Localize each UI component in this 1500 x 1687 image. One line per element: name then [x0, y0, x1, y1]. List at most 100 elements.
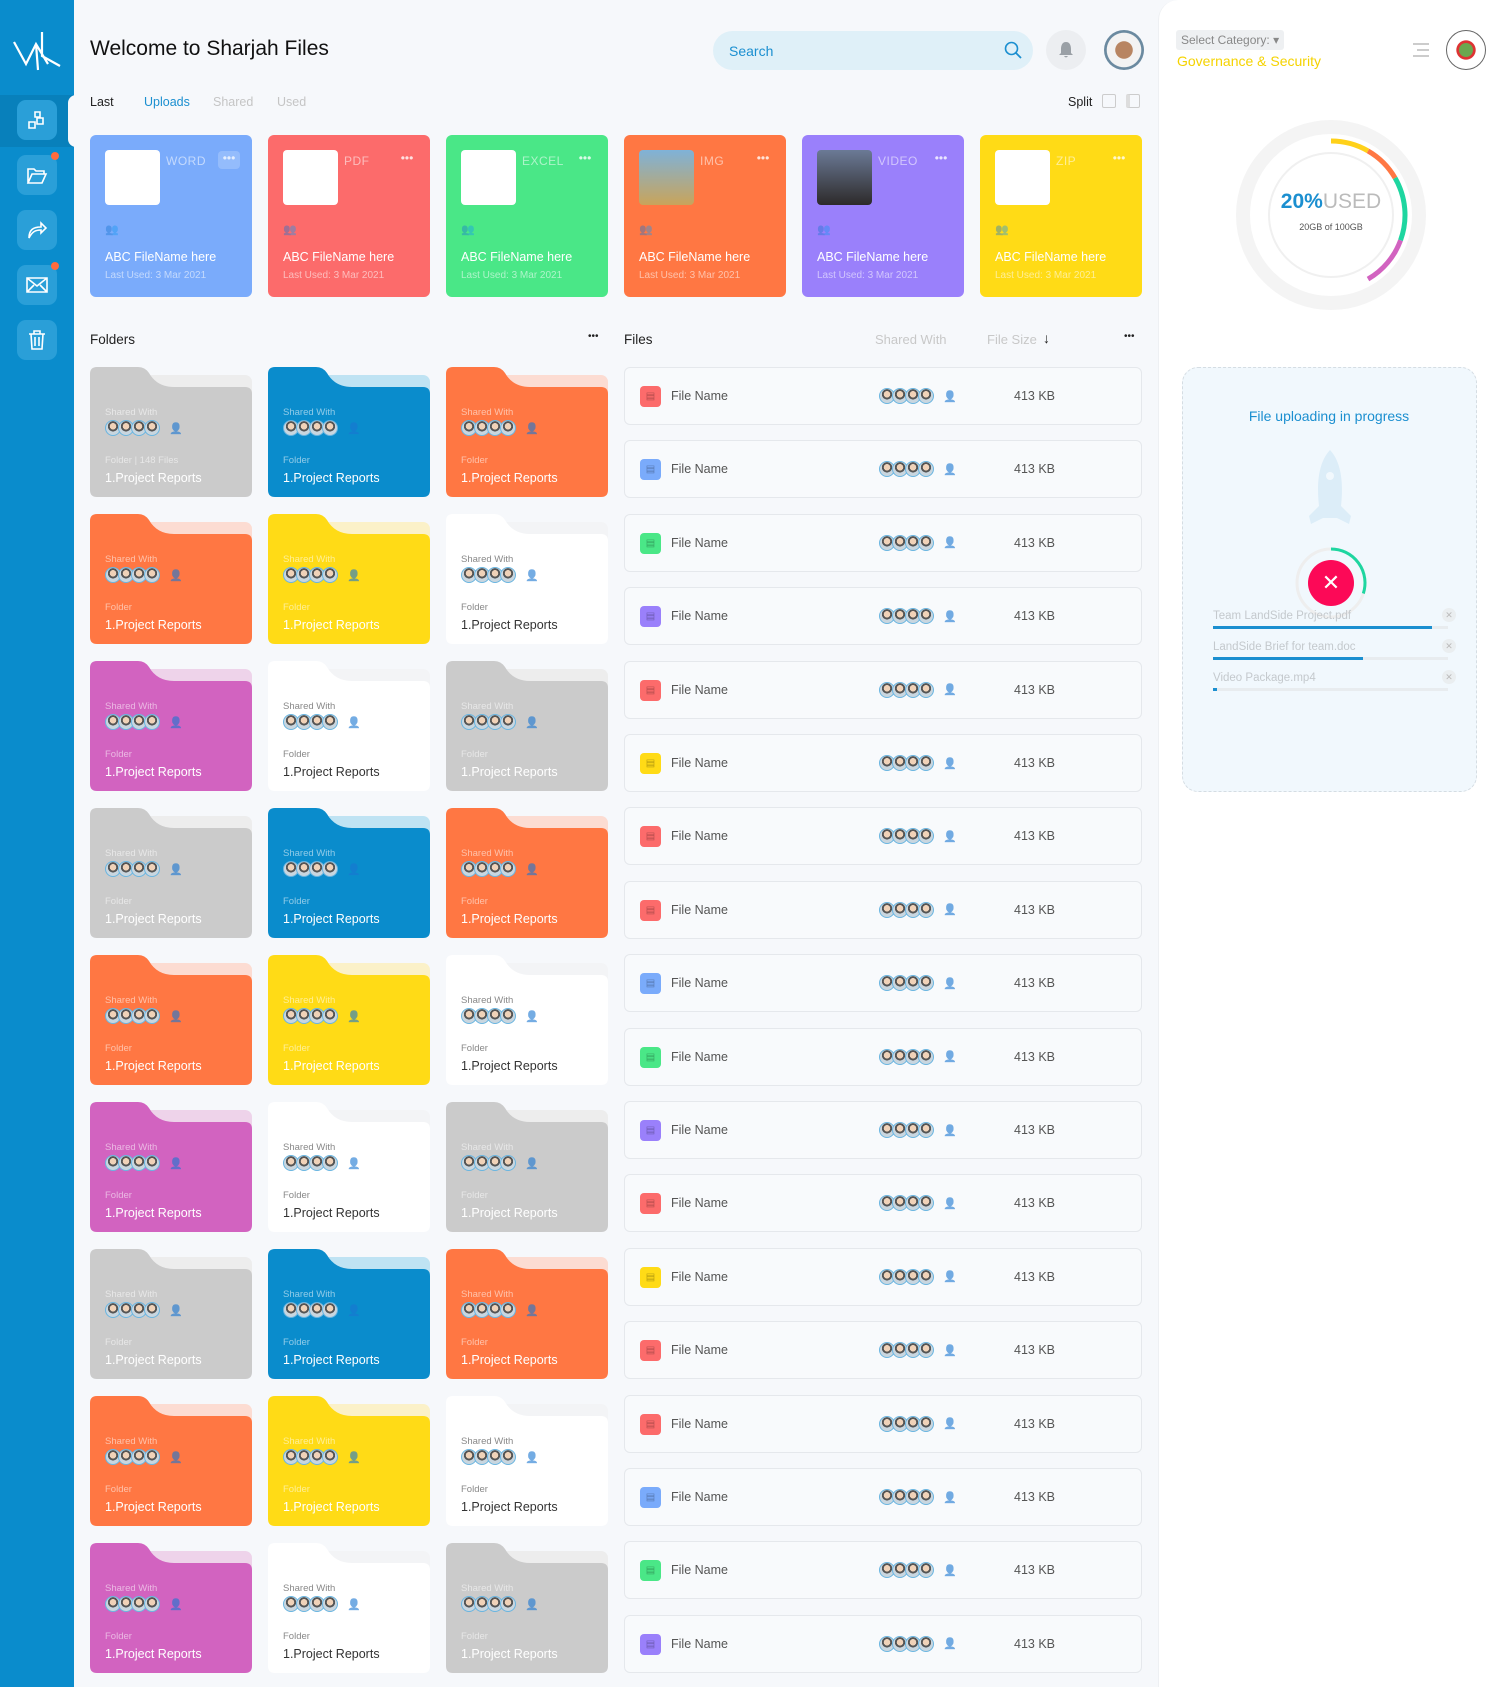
add-person-icon[interactable]: 👤 — [347, 422, 361, 435]
add-person-icon[interactable]: 👤 — [525, 422, 539, 435]
file-row[interactable]: ▤ File Name 👤 413 KB — [624, 1394, 1142, 1453]
file-row[interactable]: ▤ File Name 👤 413 KB — [624, 954, 1142, 1013]
add-person-icon[interactable]: 👤 — [169, 1304, 183, 1317]
recent-file-card[interactable]: IMG ••• 👥 ABC FileName here Last Used: 3… — [624, 135, 786, 297]
add-person-icon[interactable]: 👤 — [525, 569, 539, 582]
folder-card[interactable]: Shared With 👤 Folder 1.Project Reports — [268, 808, 430, 938]
recent-file-card[interactable]: WORD ••• 👥 ABC FileName here Last Used: … — [90, 135, 252, 297]
folder-card[interactable]: Shared With 👤 Folder 1.Project Reports — [268, 1543, 430, 1673]
add-person-icon[interactable]: 👤 — [347, 1451, 361, 1464]
add-person-icon[interactable]: 👤 — [169, 716, 183, 729]
folder-card[interactable]: Shared With 👤 Folder 1.Project Reports — [446, 808, 608, 938]
folder-card[interactable]: Shared With 👤 Folder 1.Project Reports — [268, 367, 430, 497]
search-input[interactable] — [713, 31, 1033, 70]
add-person-icon[interactable]: 👤 — [525, 1010, 539, 1023]
folder-card[interactable]: Shared With 👤 Folder 1.Project Reports — [90, 1249, 252, 1379]
folder-card[interactable]: Shared With 👤 Folder 1.Project Reports — [268, 955, 430, 1085]
folder-card[interactable]: Shared With 👤 Folder 1.Project Reports — [90, 1102, 252, 1232]
add-person-icon[interactable]: 👤 — [943, 537, 957, 550]
add-person-icon[interactable]: 👤 — [169, 1157, 183, 1170]
add-person-icon[interactable]: 👤 — [943, 1124, 957, 1137]
add-person-icon[interactable]: 👤 — [525, 1598, 539, 1611]
add-person-icon[interactable]: 👤 — [347, 1157, 361, 1170]
folder-card[interactable]: Shared With 👤 Folder 1.Project Reports — [446, 955, 608, 1085]
file-row[interactable]: ▤ File Name 👤 413 KB — [624, 440, 1142, 499]
search-icon[interactable] — [1004, 41, 1022, 59]
add-person-icon[interactable]: 👤 — [347, 569, 361, 582]
recent-file-card[interactable]: PDF ••• 👥 ABC FileName here Last Used: 3… — [268, 135, 430, 297]
add-person-icon[interactable]: 👤 — [525, 1157, 539, 1170]
folder-card[interactable]: Shared With 👤 Folder 1.Project Reports — [90, 514, 252, 644]
sidebar-item-share[interactable] — [17, 210, 57, 250]
add-person-icon[interactable]: 👤 — [169, 863, 183, 876]
card-more-button[interactable]: ••• — [400, 151, 414, 165]
file-row[interactable]: ▤ File Name 👤 413 KB — [624, 1027, 1142, 1086]
add-person-icon[interactable]: 👤 — [347, 863, 361, 876]
user-avatar[interactable] — [1104, 30, 1144, 70]
folder-card[interactable]: Shared With 👤 Folder 1.Project Reports — [90, 808, 252, 938]
files-more-button[interactable]: ••• — [1124, 331, 1135, 342]
folder-card[interactable]: Shared With 👤 Folder 1.Project Reports — [446, 661, 608, 791]
folder-card[interactable]: Shared With 👤 Folder 1.Project Reports — [90, 955, 252, 1085]
folder-card[interactable]: Shared With 👤 Folder 1.Project Reports — [268, 514, 430, 644]
remove-upload-button[interactable]: ✕ — [1442, 639, 1456, 653]
add-person-icon[interactable]: 👤 — [169, 1598, 183, 1611]
add-person-icon[interactable]: 👤 — [943, 1271, 957, 1284]
sidebar-item-mail[interactable] — [17, 262, 59, 305]
add-person-icon[interactable]: 👤 — [169, 422, 183, 435]
add-person-icon[interactable]: 👤 — [525, 863, 539, 876]
tab-uploads[interactable]: Uploads — [144, 95, 190, 109]
add-person-icon[interactable]: 👤 — [943, 1418, 957, 1431]
card-more-button[interactable]: ••• — [1112, 151, 1126, 165]
add-person-icon[interactable]: 👤 — [525, 716, 539, 729]
card-more-button[interactable]: ••• — [218, 151, 240, 169]
folder-card[interactable]: Shared With 👤 Folder 1.Project Reports — [446, 1102, 608, 1232]
file-row[interactable]: ▤ File Name 👤 413 KB — [624, 1247, 1142, 1306]
cancel-upload-button[interactable]: ✕ — [1308, 560, 1354, 606]
add-person-icon[interactable]: 👤 — [943, 463, 957, 476]
add-person-icon[interactable]: 👤 — [525, 1304, 539, 1317]
folder-card[interactable]: Shared With 👤 Folder 1.Project Reports — [90, 1543, 252, 1673]
folder-card[interactable]: Shared With 👤 Folder 1.Project Reports — [90, 1396, 252, 1526]
file-row[interactable]: ▤ File Name 👤 413 KB — [624, 513, 1142, 572]
folder-card[interactable]: Shared With 👤 Folder 1.Project Reports — [90, 661, 252, 791]
add-person-icon[interactable]: 👤 — [943, 1197, 957, 1210]
folder-card[interactable]: Shared With 👤 Folder 1.Project Reports — [268, 1396, 430, 1526]
folder-card[interactable]: Shared With 👤 Folder 1.Project Reports — [446, 514, 608, 644]
add-person-icon[interactable]: 👤 — [347, 1010, 361, 1023]
notifications-button[interactable] — [1046, 30, 1086, 70]
add-person-icon[interactable]: 👤 — [943, 757, 957, 770]
add-person-icon[interactable]: 👤 — [943, 904, 957, 917]
card-more-button[interactable]: ••• — [934, 151, 948, 165]
add-person-icon[interactable]: 👤 — [943, 610, 957, 623]
add-person-icon[interactable]: 👤 — [943, 390, 957, 403]
menu-icon[interactable] — [1411, 42, 1431, 58]
folder-card[interactable]: Shared With 👤 Folder 1.Project Reports — [446, 1396, 608, 1526]
folder-card[interactable]: Shared With 👤 Folder 1.Project Reports — [446, 367, 608, 497]
folder-card[interactable]: Shared With 👤 Folder 1.Project Reports — [446, 1543, 608, 1673]
add-person-icon[interactable]: 👤 — [347, 1598, 361, 1611]
card-more-button[interactable]: ••• — [578, 151, 592, 165]
add-person-icon[interactable]: 👤 — [169, 1010, 183, 1023]
folders-more-button[interactable]: ••• — [588, 331, 599, 342]
add-person-icon[interactable]: 👤 — [943, 1344, 957, 1357]
add-person-icon[interactable]: 👤 — [525, 1451, 539, 1464]
sidebar-item-dashboard[interactable] — [17, 100, 57, 140]
add-person-icon[interactable]: 👤 — [943, 1638, 957, 1651]
file-size-column[interactable]: File Size — [987, 332, 1037, 347]
split-vertical-icon[interactable] — [1126, 94, 1140, 108]
add-person-icon[interactable]: 👤 — [347, 716, 361, 729]
recent-file-card[interactable]: EXCEL ••• 👥 ABC FileName here Last Used:… — [446, 135, 608, 297]
file-row[interactable]: ▤ File Name 👤 413 KB — [624, 1101, 1142, 1159]
tab-used[interactable]: Used — [277, 95, 307, 109]
remove-upload-button[interactable]: ✕ — [1442, 608, 1456, 622]
tab-shared[interactable]: Shared — [213, 95, 254, 109]
sidebar-item-folder-open[interactable] — [17, 152, 59, 195]
folder-card[interactable]: Shared With 👤 Folder | 148 Files 1.Proje… — [90, 367, 252, 497]
remove-upload-button[interactable]: ✕ — [1442, 670, 1456, 684]
sidebar-item-trash[interactable] — [17, 320, 57, 360]
add-person-icon[interactable]: 👤 — [943, 977, 957, 990]
file-row[interactable]: ▤ File Name 👤 413 KB — [624, 587, 1142, 646]
folder-card[interactable]: Shared With 👤 Folder 1.Project Reports — [268, 1102, 430, 1232]
file-row[interactable]: ▤ File Name 👤 413 KB — [624, 734, 1142, 792]
